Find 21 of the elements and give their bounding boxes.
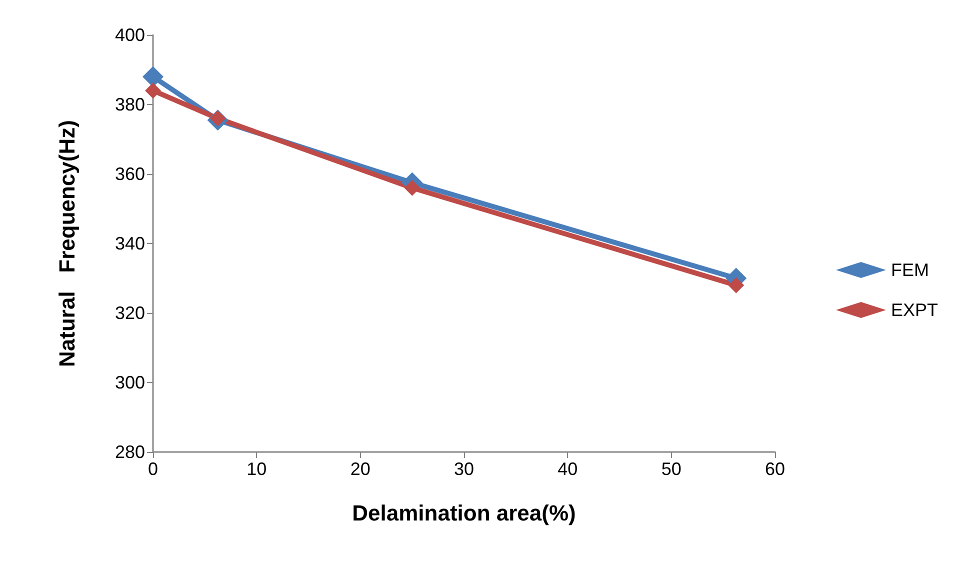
point xyxy=(145,82,161,99)
y-tick-label: 340 xyxy=(114,234,145,254)
x-tick-label: 50 xyxy=(661,459,682,479)
x-axis-title: Delamination area(%) xyxy=(352,500,576,526)
x-tick-label: 40 xyxy=(558,459,578,479)
y-tick-label: 320 xyxy=(114,303,145,323)
x-tick-label: 60 xyxy=(764,459,786,479)
legend-label: EXPT xyxy=(890,300,938,320)
x-tick-label: 10 xyxy=(246,459,267,479)
y-tick-label: 280 xyxy=(114,442,145,462)
x-tick-label: 0 xyxy=(148,459,158,479)
y-tick-label: 360 xyxy=(114,164,145,184)
y-tick-label: 400 xyxy=(114,25,145,45)
point xyxy=(404,180,420,196)
y-tick-label: 380 xyxy=(114,94,145,114)
y-tick-label: 300 xyxy=(114,372,145,392)
x-tick-label: 30 xyxy=(454,459,474,479)
point xyxy=(728,277,744,294)
x-tick-label: 20 xyxy=(350,459,370,479)
y-axis-title: Natural Frequency(Hz) xyxy=(54,120,80,367)
legend-label: FEM xyxy=(890,260,929,280)
